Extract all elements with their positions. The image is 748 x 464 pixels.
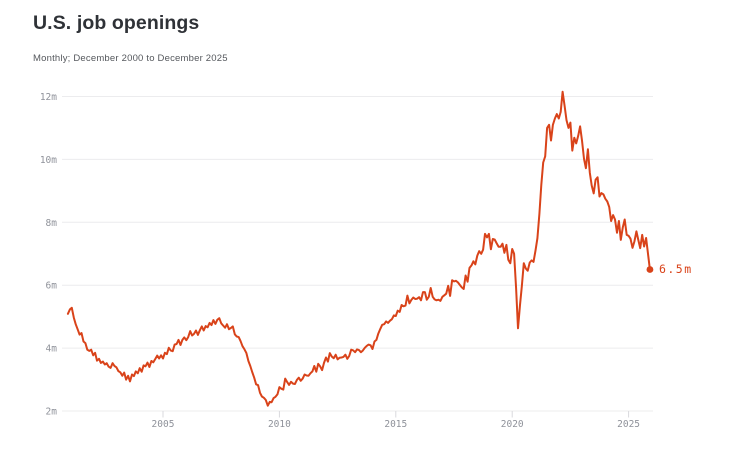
x-axis-label: 2025 xyxy=(617,419,640,430)
x-axis-label: 2015 xyxy=(384,419,407,430)
y-axis-label: 8m xyxy=(46,218,58,229)
y-axis-label: 6m xyxy=(46,281,58,292)
end-point-marker xyxy=(646,266,654,273)
end-value-label: 6.5m xyxy=(658,262,693,277)
y-axis-label: 12m xyxy=(40,92,57,103)
chart-title: U.S. job openings xyxy=(33,12,200,34)
y-axis-label: 10m xyxy=(40,155,57,166)
y-axis-label: 4m xyxy=(46,344,58,355)
x-axis-label: 2020 xyxy=(501,419,524,430)
x-axis-label: 2010 xyxy=(268,419,291,430)
job-openings-series-line xyxy=(66,90,651,407)
y-axis-label: 2m xyxy=(46,407,58,418)
x-axis-label: 2005 xyxy=(152,419,175,430)
chart-subtitle: Monthly; December 2000 to December 2025 xyxy=(33,53,228,64)
